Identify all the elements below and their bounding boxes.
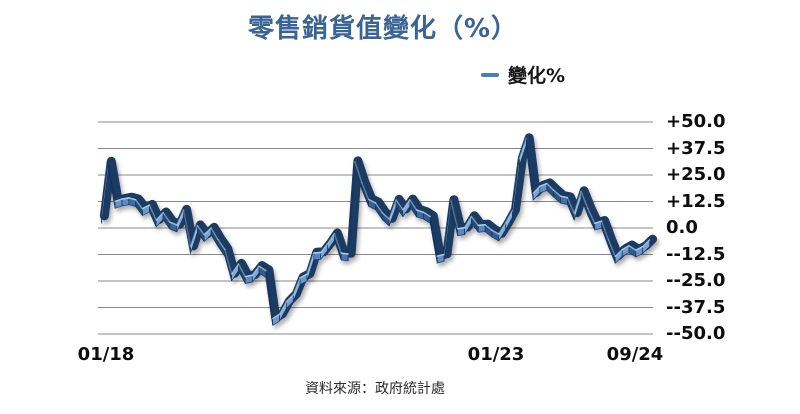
- ribbon-highlight: [203, 227, 212, 236]
- ribbon-highlight: [162, 211, 171, 223]
- ribbon-highlight: [176, 209, 185, 226]
- ribbon-highlight: [504, 209, 514, 224]
- ribbon-highlight: [182, 209, 192, 248]
- ribbon-highlight: [409, 199, 418, 211]
- ribbon-highlight: [333, 232, 342, 254]
- legend: 變化%: [481, 61, 565, 88]
- ribbon-highlight: [361, 181, 370, 201]
- ribbon-highlight: [306, 252, 315, 275]
- ribbon-highlight: [518, 137, 527, 160]
- ribbon-highlight: [299, 273, 308, 279]
- series-ribbon: [99, 133, 658, 326]
- ribbon-highlight: [217, 238, 226, 251]
- ribbon-highlight: [189, 224, 199, 248]
- ribbon-highlight: [388, 199, 397, 220]
- ribbon-highlight: [313, 251, 322, 254]
- ribbon-highlight: [532, 185, 541, 195]
- ribbon-highlight: [470, 215, 480, 227]
- ribbon-highlight: [491, 229, 500, 235]
- ribbon-highlight: [415, 209, 425, 214]
- ribbon-highlight: [566, 196, 575, 215]
- ribbon-highlight: [402, 199, 411, 211]
- ribbon-highlight: [251, 265, 260, 276]
- ribbon-highlight: [477, 224, 486, 227]
- ribbon-highlight: [326, 232, 336, 245]
- ribbon-highlight: [134, 199, 144, 210]
- ribbon-highlight: [573, 190, 582, 215]
- ribbon-highlight: [244, 274, 253, 278]
- ribbon-highlight: [594, 220, 603, 225]
- ribbon-highlight: [278, 300, 288, 315]
- ribbon-highlight: [456, 226, 466, 230]
- ribbon-highlight: [128, 197, 137, 201]
- y-tick-label: +37.5: [666, 138, 726, 159]
- y-tick-label: --25.0: [666, 270, 726, 291]
- ribbon-highlight: [196, 224, 205, 236]
- ribbon-highlight: [422, 211, 432, 218]
- ribbon-highlight: [367, 198, 377, 204]
- y-tick-label: --37.5: [666, 297, 726, 318]
- y-tick-label: +25.0: [666, 164, 726, 185]
- ribbon-highlight: [607, 239, 617, 258]
- ribbon-highlight: [210, 227, 219, 241]
- ribbon-highlight: [484, 224, 493, 232]
- ribbon-highlight: [381, 212, 390, 220]
- ribbon-highlight: [292, 277, 301, 296]
- ribbon-highlight: [374, 202, 384, 214]
- ribbon-highlight: [340, 252, 349, 255]
- ribbon-highlight: [539, 182, 548, 187]
- ribbon-highlight: [224, 248, 233, 275]
- y-tick-label: 0.0: [666, 217, 698, 238]
- y-tick-label: +50.0: [666, 111, 726, 132]
- ribbon-highlight: [114, 198, 123, 203]
- ribbon-highlight: [580, 190, 589, 210]
- x-tick-label: 01/23: [467, 344, 525, 365]
- ribbon-highlight: [258, 265, 267, 272]
- chart-title: 零售銷貨值變化（%）: [247, 14, 519, 44]
- ribbon-highlight: [271, 313, 281, 320]
- ribbon-highlight: [230, 263, 240, 275]
- ribbon-highlight: [628, 245, 637, 251]
- legend-series-label: 變化%: [508, 65, 566, 87]
- gridlines: [98, 121, 653, 335]
- ribbon-highlight: [395, 199, 404, 211]
- ribbon-highlight: [237, 263, 247, 278]
- ribbon-highlight: [450, 199, 459, 230]
- ribbon-highlight: [121, 197, 130, 200]
- ribbon-highlight: [285, 293, 295, 303]
- ribbon-highlight: [635, 245, 644, 251]
- ribbon-highlight: [552, 189, 562, 197]
- ribbon-highlight: [600, 220, 610, 241]
- ribbon-highlight: [169, 221, 178, 226]
- ribbon-highlight: [614, 248, 623, 258]
- ribbon-highlight: [354, 160, 363, 184]
- ribbon-highlight: [463, 215, 473, 229]
- legend-line-marker-icon: [481, 72, 499, 77]
- ribbon-highlight: [559, 195, 569, 199]
- ribbon-highlight: [319, 243, 329, 254]
- y-tick-label: --12.5: [666, 244, 726, 265]
- ribbon-highlight: [621, 245, 630, 251]
- ribbon-highlight: [436, 253, 445, 257]
- y-tick-label: --50.0: [666, 323, 726, 344]
- ribbon-highlight: [546, 182, 555, 191]
- ribbon-highlight: [141, 204, 151, 210]
- ribbon-highlight: [498, 222, 507, 235]
- y-tick-label: +12.5: [666, 191, 726, 212]
- ribbon-highlight: [587, 207, 596, 225]
- ribbon-highlight: [148, 204, 157, 221]
- x-tick-label: 01/18: [77, 344, 135, 365]
- ribbon-highlight: [155, 211, 164, 221]
- source-note: 資料來源：政府統計處: [305, 381, 445, 397]
- x-tick-label: 09/24: [606, 344, 664, 365]
- ribbon-highlight: [641, 239, 651, 248]
- ribbon-back-edge: [99, 133, 658, 323]
